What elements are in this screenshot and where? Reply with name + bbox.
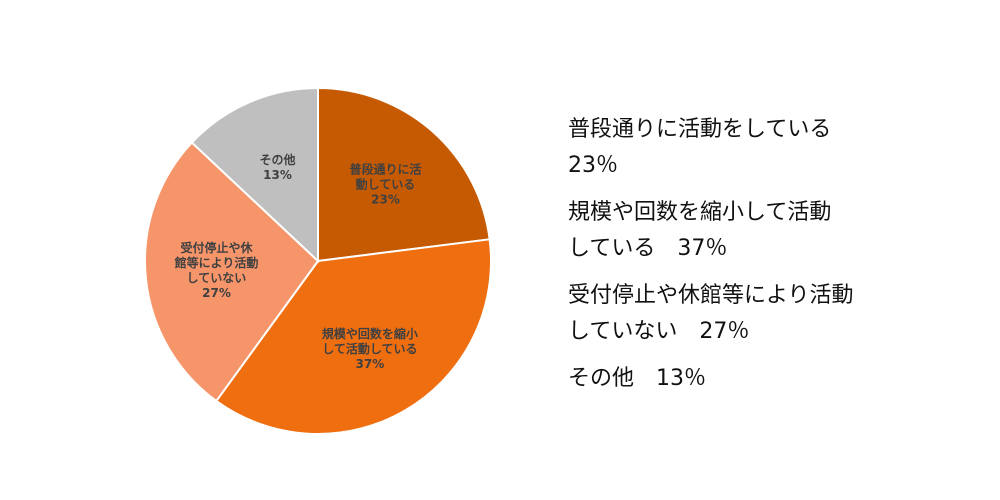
pie-slice-label-line: 23% — [371, 193, 400, 207]
pie-slice-label-line: 受付停止や休 — [180, 240, 253, 255]
legend-item-reduced-line-1: 規模や回数を縮小して活動 — [568, 200, 832, 225]
pie-slice-label-line: 27% — [202, 286, 231, 300]
legend-item-suspended: 受付停止や休館等により活動 していない 27％ — [568, 278, 988, 350]
legend-item-suspended-line-2: していない 27％ — [568, 319, 750, 344]
pie-slice-label-line: その他 — [259, 152, 295, 167]
legend-item-normal: 普段通りに活動をしている 23％ — [568, 112, 988, 184]
pie-slice-label-line: 館等により活動 — [174, 255, 259, 270]
pie-slice-label-line: 37% — [356, 357, 385, 371]
pie-slice-reduced — [214, 238, 493, 436]
pie-slice-other — [190, 86, 319, 264]
legend-item-normal-line-1: 普段通りに活動をしている — [568, 117, 832, 142]
legend-item-other: その他 13％ — [568, 361, 988, 397]
pie-slice-suspended — [143, 141, 320, 403]
pie-slice-label-line: 普段通りに活 — [349, 162, 421, 177]
pie-slice-label-line: 13% — [263, 168, 292, 182]
pie-slice-normal — [317, 86, 491, 263]
pie-slice-label-other: その他 13% — [259, 152, 295, 182]
pie-slice-label-line: していない — [187, 271, 247, 285]
legend-item-suspended-line-1: 受付停止や休館等により活動 — [568, 283, 854, 308]
legend-item-normal-line-2: 23％ — [568, 153, 618, 178]
pie-slice-label-suspended: 受付停止や休館等により活動していない 27% — [174, 240, 259, 300]
pie-slice-label-line: 規模や回数を縮小 — [322, 326, 418, 341]
legend-item-reduced-line-2: している 37％ — [568, 236, 728, 261]
pie-slice-label-line: 動している — [356, 177, 416, 192]
legend-item-reduced: 規模や回数を縮小して活動 している 37％ — [568, 195, 988, 267]
pie-slice-label-reduced: 規模や回数を縮小して活動している 37% — [322, 326, 418, 371]
pie-slices — [143, 86, 493, 436]
pie-slice-label-line: して活動している — [322, 341, 417, 356]
legend-item-other-line-1: その他 13％ — [568, 366, 706, 391]
pie-slice-labels: 普段通りに活動している 23% 規模や回数を縮小して活動している 37% 受付停止や休館… — [174, 152, 422, 371]
chart-legend: 普段通りに活動をしている 23％ 規模や回数を縮小して活動 している 37％ 受… — [568, 112, 988, 408]
pie-slice-label-normal: 普段通りに活動している 23% — [349, 162, 421, 207]
